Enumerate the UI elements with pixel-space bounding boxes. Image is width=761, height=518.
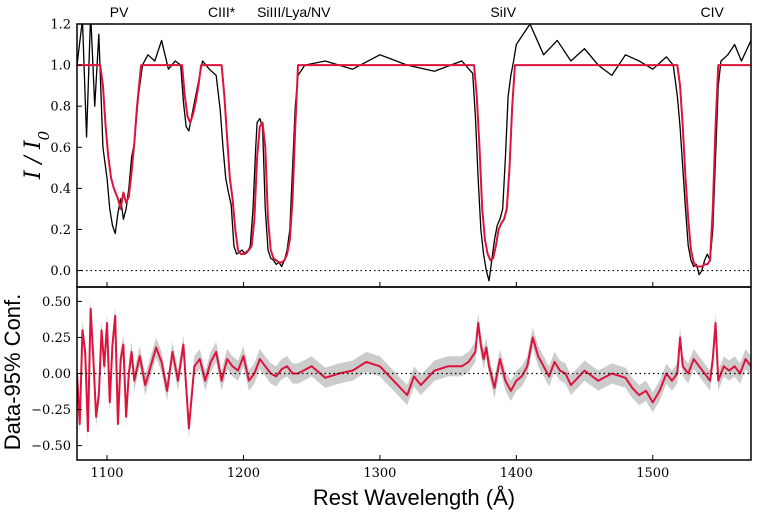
top-plot-area — [77, 24, 751, 282]
top-y-tick-label: 1.2 — [50, 18, 71, 33]
ion-label: CIV — [701, 4, 725, 20]
x-tick-label: 1100 — [90, 466, 123, 481]
top-y-tick-label: 1.0 — [50, 59, 71, 74]
bottom-y-axis-label: Data-95% Conf. — [0, 294, 25, 451]
bottom-panel: −0.50 −0.25 0.00 0.25 0.50 1100 1200 1300 1400 15… — [31, 286, 752, 481]
bottom-y-tick-label: −0.50 — [31, 439, 71, 454]
bottom-y-tick-label: 0.50 — [42, 295, 71, 310]
top-y-tick-label: 0.8 — [50, 100, 71, 115]
bottom-plot-area — [77, 298, 751, 442]
ion-label: CIII* — [208, 4, 236, 20]
top-y-axis-label: I / I0 — [21, 130, 53, 180]
bottom-series-line-0 — [77, 307, 751, 433]
top-panel: 0.0 0.2 0.4 0.6 0.8 1.0 1.2 PV CIII* SiIII/Lya/NV… — [50, 4, 752, 288]
ion-label: SiIII/Lya/NV — [257, 4, 331, 20]
top-series-line-0 — [77, 24, 751, 282]
top-y-tick-label: 0.0 — [50, 264, 71, 279]
x-tick-label: 1200 — [227, 466, 260, 481]
x-tick-label: 1500 — [636, 466, 669, 481]
x-tick-label: 1400 — [500, 466, 533, 481]
top-y-tick-label: 0.6 — [50, 141, 71, 156]
x-tick-label: 1300 — [363, 466, 396, 481]
bottom-confidence-band — [77, 298, 751, 442]
ion-label: SiIV — [490, 4, 516, 20]
bottom-y-tick-label: 0.25 — [42, 331, 71, 346]
bottom-y-tick-label: 0.00 — [42, 367, 71, 382]
ion-label: PV — [110, 4, 129, 20]
x-axis-label: Rest Wavelength (Å) — [313, 485, 515, 510]
top-y-tick-label: 0.2 — [50, 223, 71, 238]
bottom-y-tick-label: −0.25 — [31, 403, 71, 418]
top-series-line-1 — [77, 64, 751, 268]
top-y-tick-label: 0.4 — [50, 182, 71, 197]
